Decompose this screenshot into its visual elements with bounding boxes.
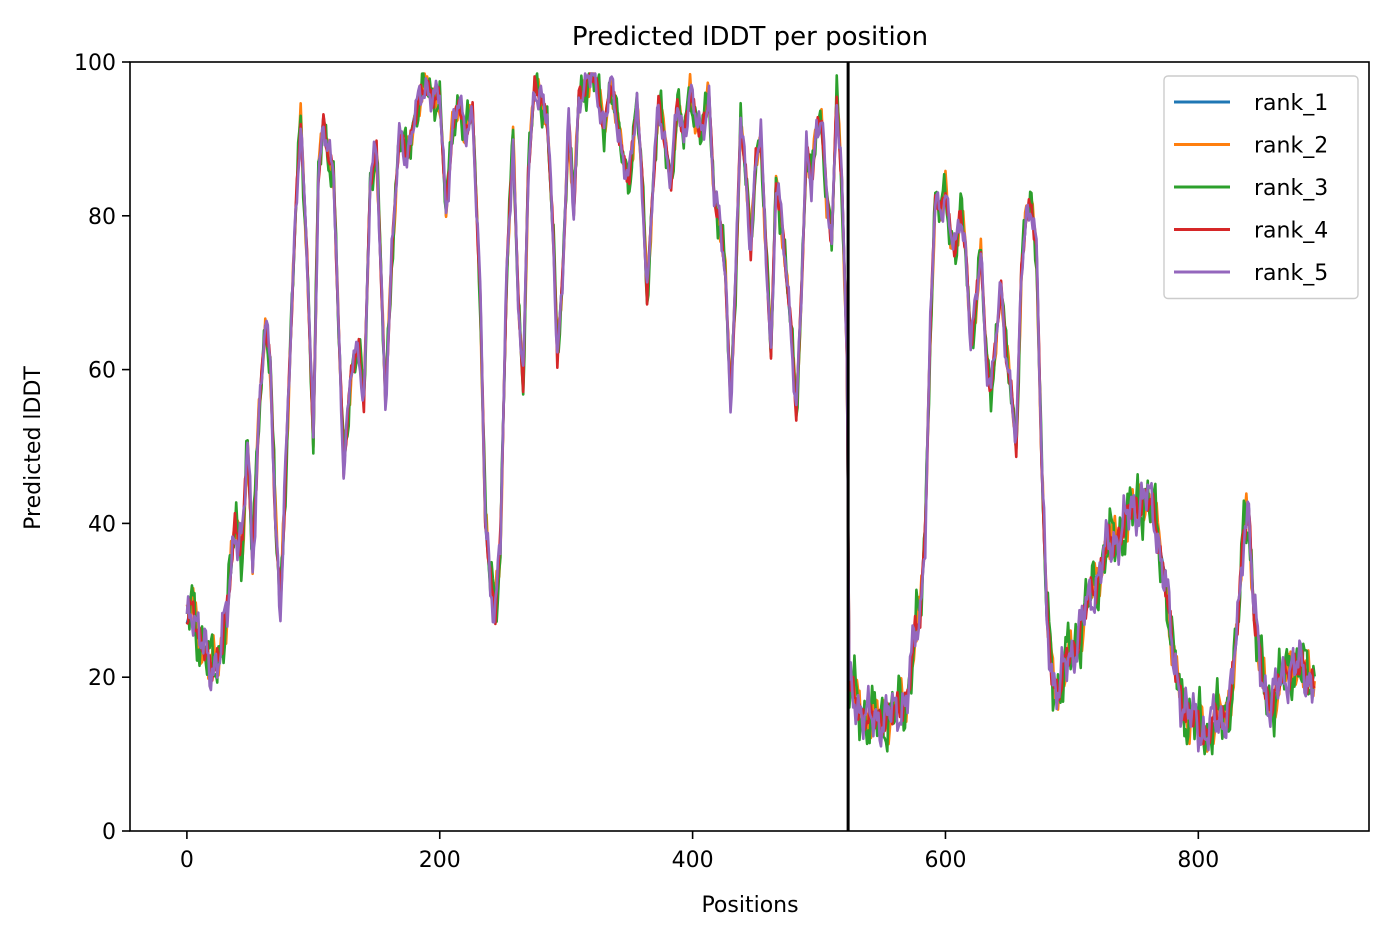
series-line-rank_1 [185,76,1315,733]
y-tick-label: 100 [74,51,116,76]
axes: 0 200 400 600 800 0 20 40 60 80 100 [74,51,1370,873]
series-group [185,72,1316,756]
y-tick-label: 0 [102,820,116,845]
legend-label-rank_1: rank_1 [1254,91,1328,116]
y-tick-label: 80 [88,205,116,230]
legend-box [1163,75,1359,300]
plot-frame [129,61,1370,832]
series-line-rank_4 [185,72,1316,746]
y-axis-label: Predicted lDDT [21,366,46,530]
x-axis-label: Positions [701,893,798,918]
plot-area [185,62,1316,831]
y-tick-label: 60 [88,359,116,384]
chart-title: Predicted lDDT per position [572,22,928,52]
series-line-rank_3 [185,72,1316,756]
legend: rank_1 rank_2 rank_3 rank_4 rank_5 [1163,75,1359,300]
x-tick-label: 0 [180,848,194,873]
legend-label-rank_2: rank_2 [1254,134,1328,159]
series-line-rank_2 [185,72,1316,753]
x-tick-label: 800 [1177,848,1219,873]
x-tick-label: 400 [672,848,714,873]
x-tick-label: 200 [419,848,461,873]
legend-label-rank_5: rank_5 [1254,261,1328,286]
y-tick-label: 20 [88,666,116,691]
series-line-rank_5 [185,72,1316,753]
y-tick-label: 40 [88,512,116,537]
x-tick-label: 600 [924,848,966,873]
legend-label-rank_3: rank_3 [1254,176,1328,201]
legend-label-rank_4: rank_4 [1254,219,1328,244]
